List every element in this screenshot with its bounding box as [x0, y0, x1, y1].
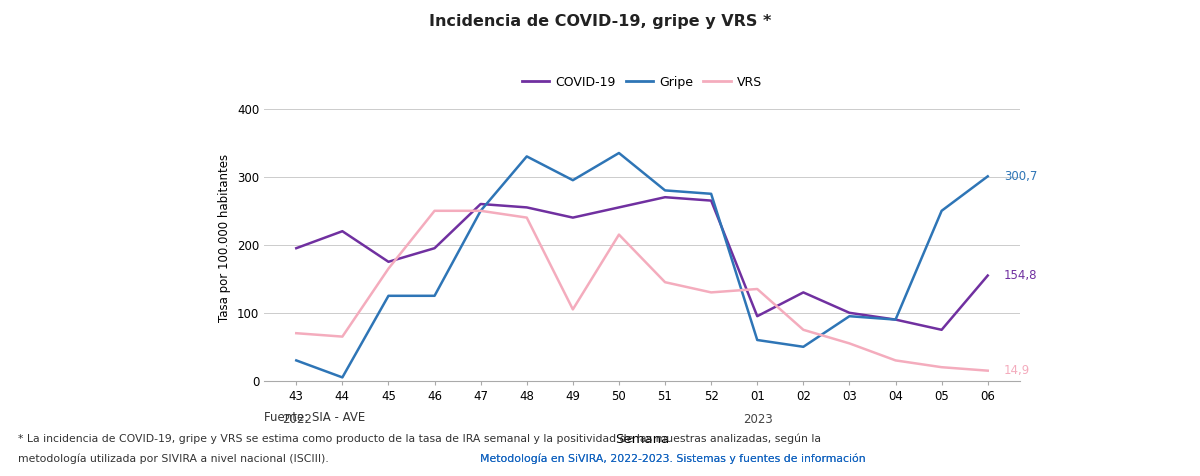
Text: Incidencia de COVID-19, gripe y VRS *: Incidencia de COVID-19, gripe y VRS * — [428, 14, 772, 30]
X-axis label: Semana: Semana — [614, 433, 670, 446]
Text: 154,8: 154,8 — [1004, 269, 1037, 282]
Text: * La incidencia de COVID-19, gripe y VRS se estima como producto de la tasa de I: * La incidencia de COVID-19, gripe y VRS… — [18, 433, 821, 444]
Text: 2023: 2023 — [744, 413, 773, 426]
Text: Metodología en SiVIRA, 2022-2023. Sistemas y fuentes de información: Metodología en SiVIRA, 2022-2023. Sistem… — [480, 453, 865, 464]
Text: metodología utilizada por SIVIRA a nivel nacional (ISCIII).: metodología utilizada por SIVIRA a nivel… — [18, 453, 332, 464]
Text: 14,9: 14,9 — [1004, 364, 1030, 377]
Text: 300,7: 300,7 — [1004, 170, 1037, 183]
Legend: COVID-19, Gripe, VRS: COVID-19, Gripe, VRS — [516, 70, 768, 93]
Text: Metodología en SiVIRA, 2022-2023. Sistemas y fuentes de información: Metodología en SiVIRA, 2022-2023. Sistem… — [480, 453, 865, 464]
Text: Fuente: SIA - AVE: Fuente: SIA - AVE — [264, 411, 365, 424]
Text: 2022: 2022 — [282, 413, 312, 426]
Y-axis label: Tasa por 100.000 habitantes: Tasa por 100.000 habitantes — [218, 154, 232, 322]
